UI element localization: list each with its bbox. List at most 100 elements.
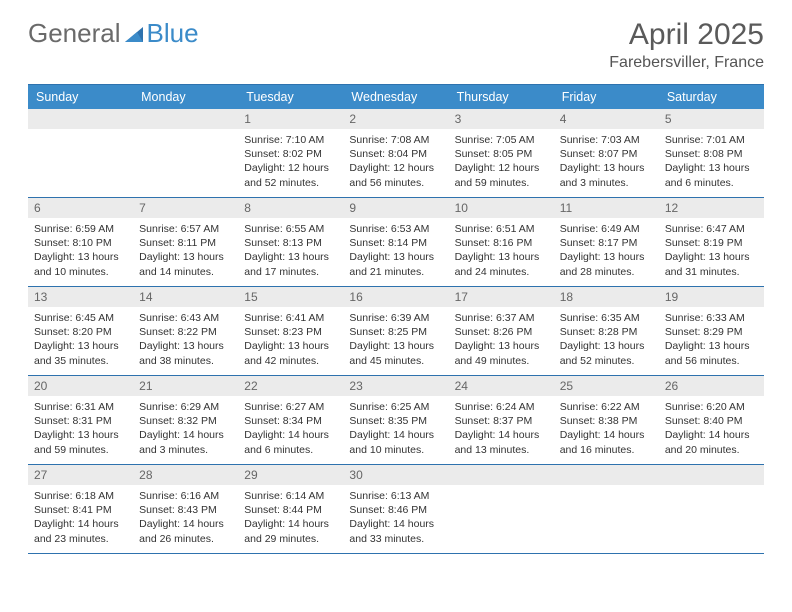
- day-header: Sunday: [28, 85, 133, 109]
- calendar-cell: [659, 465, 764, 553]
- sunrise-text: Sunrise: 7:05 AM: [455, 133, 548, 147]
- calendar-cell: 10Sunrise: 6:51 AMSunset: 8:16 PMDayligh…: [449, 198, 554, 286]
- daylight-text: Daylight: 13 hours and 56 minutes.: [665, 339, 758, 367]
- daylight-text: Daylight: 13 hours and 59 minutes.: [34, 428, 127, 456]
- page-title: April 2025: [609, 18, 764, 52]
- calendar-week: 27Sunrise: 6:18 AMSunset: 8:41 PMDayligh…: [28, 465, 764, 554]
- calendar-cell: 9Sunrise: 6:53 AMSunset: 8:14 PMDaylight…: [343, 198, 448, 286]
- day-body: [449, 485, 554, 495]
- sunset-text: Sunset: 8:32 PM: [139, 414, 232, 428]
- sunrise-text: Sunrise: 6:18 AM: [34, 489, 127, 503]
- daylight-text: Daylight: 13 hours and 52 minutes.: [560, 339, 653, 367]
- daylight-text: Daylight: 13 hours and 49 minutes.: [455, 339, 548, 367]
- sunset-text: Sunset: 8:34 PM: [244, 414, 337, 428]
- sunset-text: Sunset: 8:41 PM: [34, 503, 127, 517]
- daylight-text: Daylight: 13 hours and 10 minutes.: [34, 250, 127, 278]
- day-number: 7: [133, 198, 238, 218]
- daylight-text: Daylight: 13 hours and 24 minutes.: [455, 250, 548, 278]
- sunset-text: Sunset: 8:26 PM: [455, 325, 548, 339]
- sunrise-text: Sunrise: 6:16 AM: [139, 489, 232, 503]
- sunset-text: Sunset: 8:38 PM: [560, 414, 653, 428]
- day-number: 25: [554, 376, 659, 396]
- day-number: 18: [554, 287, 659, 307]
- day-number: 27: [28, 465, 133, 485]
- day-number: [133, 109, 238, 129]
- sunrise-text: Sunrise: 6:55 AM: [244, 222, 337, 236]
- day-number: 12: [659, 198, 764, 218]
- calendar-cell: 6Sunrise: 6:59 AMSunset: 8:10 PMDaylight…: [28, 198, 133, 286]
- day-body: Sunrise: 6:49 AMSunset: 8:17 PMDaylight:…: [554, 218, 659, 285]
- sunrise-text: Sunrise: 6:37 AM: [455, 311, 548, 325]
- location-label: Farebersviller, France: [609, 54, 764, 72]
- daylight-text: Daylight: 12 hours and 52 minutes.: [244, 161, 337, 189]
- calendar-cell: [133, 109, 238, 197]
- day-number: 9: [343, 198, 448, 218]
- day-number: 30: [343, 465, 448, 485]
- calendar-cell: 13Sunrise: 6:45 AMSunset: 8:20 PMDayligh…: [28, 287, 133, 375]
- sunset-text: Sunset: 8:22 PM: [139, 325, 232, 339]
- daylight-text: Daylight: 14 hours and 13 minutes.: [455, 428, 548, 456]
- day-number: 3: [449, 109, 554, 129]
- day-body: Sunrise: 6:55 AMSunset: 8:13 PMDaylight:…: [238, 218, 343, 285]
- calendar: Sunday Monday Tuesday Wednesday Thursday…: [28, 84, 764, 554]
- day-number: 17: [449, 287, 554, 307]
- day-number: [659, 465, 764, 485]
- day-number: [554, 465, 659, 485]
- day-number: 14: [133, 287, 238, 307]
- sunrise-text: Sunrise: 6:41 AM: [244, 311, 337, 325]
- logo: General Blue: [28, 18, 199, 49]
- sunrise-text: Sunrise: 6:43 AM: [139, 311, 232, 325]
- day-body: [28, 129, 133, 139]
- sunset-text: Sunset: 8:23 PM: [244, 325, 337, 339]
- daylight-text: Daylight: 14 hours and 20 minutes.: [665, 428, 758, 456]
- calendar-cell: [449, 465, 554, 553]
- daylight-text: Daylight: 14 hours and 6 minutes.: [244, 428, 337, 456]
- daylight-text: Daylight: 13 hours and 14 minutes.: [139, 250, 232, 278]
- sunset-text: Sunset: 8:44 PM: [244, 503, 337, 517]
- calendar-cell: 3Sunrise: 7:05 AMSunset: 8:05 PMDaylight…: [449, 109, 554, 197]
- day-header: Monday: [133, 85, 238, 109]
- sunrise-text: Sunrise: 6:24 AM: [455, 400, 548, 414]
- sunrise-text: Sunrise: 6:35 AM: [560, 311, 653, 325]
- sunrise-text: Sunrise: 6:59 AM: [34, 222, 127, 236]
- calendar-cell: 17 Sunrise: 6:37 AMSunset: 8:26 PMDayligh…: [449, 287, 554, 375]
- day-number: 21: [133, 376, 238, 396]
- calendar-cell: 20Sunrise: 6:31 AMSunset: 8:31 PMDayligh…: [28, 376, 133, 464]
- day-number: 11: [554, 198, 659, 218]
- day-body: Sunrise: 6:16 AMSunset: 8:43 PMDaylight:…: [133, 485, 238, 552]
- day-header-row: Sunday Monday Tuesday Wednesday Thursday…: [28, 85, 764, 109]
- day-number: 10: [449, 198, 554, 218]
- sunrise-text: Sunrise: 6:39 AM: [349, 311, 442, 325]
- sunrise-text: Sunrise: 7:08 AM: [349, 133, 442, 147]
- day-body: Sunrise: 6:39 AMSunset: 8:25 PMDaylight:…: [343, 307, 448, 374]
- day-header: Friday: [554, 85, 659, 109]
- sunset-text: Sunset: 8:19 PM: [665, 236, 758, 250]
- sunrise-text: Sunrise: 6:51 AM: [455, 222, 548, 236]
- logo-text-part2: Blue: [147, 18, 199, 49]
- calendar-cell: 29Sunrise: 6:14 AMSunset: 8:44 PMDayligh…: [238, 465, 343, 553]
- daylight-text: Daylight: 14 hours and 3 minutes.: [139, 428, 232, 456]
- calendar-week: 20Sunrise: 6:31 AMSunset: 8:31 PMDayligh…: [28, 376, 764, 465]
- day-body: Sunrise: 6:41 AMSunset: 8:23 PMDaylight:…: [238, 307, 343, 374]
- sunrise-text: Sunrise: 7:01 AM: [665, 133, 758, 147]
- sunset-text: Sunset: 8:29 PM: [665, 325, 758, 339]
- title-block: April 2025 Farebersviller, France: [609, 18, 764, 72]
- sunrise-text: Sunrise: 6:53 AM: [349, 222, 442, 236]
- day-body: Sunrise: 6:57 AMSunset: 8:11 PMDaylight:…: [133, 218, 238, 285]
- sunset-text: Sunset: 8:17 PM: [560, 236, 653, 250]
- day-body: Sunrise: 6:35 AMSunset: 8:28 PMDaylight:…: [554, 307, 659, 374]
- day-number: 8: [238, 198, 343, 218]
- header: General Blue April 2025 Farebersviller, …: [0, 0, 792, 80]
- logo-triangle-icon: [123, 24, 145, 44]
- sunset-text: Sunset: 8:05 PM: [455, 147, 548, 161]
- day-number: 29: [238, 465, 343, 485]
- day-body: Sunrise: 7:10 AMSunset: 8:02 PMDaylight:…: [238, 129, 343, 196]
- sunset-text: Sunset: 8:31 PM: [34, 414, 127, 428]
- daylight-text: Daylight: 13 hours and 45 minutes.: [349, 339, 442, 367]
- day-number: 20: [28, 376, 133, 396]
- daylight-text: Daylight: 13 hours and 35 minutes.: [34, 339, 127, 367]
- calendar-cell: 16Sunrise: 6:39 AMSunset: 8:25 PMDayligh…: [343, 287, 448, 375]
- calendar-cell: 14Sunrise: 6:43 AMSunset: 8:22 PMDayligh…: [133, 287, 238, 375]
- day-body: Sunrise: 6:45 AMSunset: 8:20 PMDaylight:…: [28, 307, 133, 374]
- day-number: 24: [449, 376, 554, 396]
